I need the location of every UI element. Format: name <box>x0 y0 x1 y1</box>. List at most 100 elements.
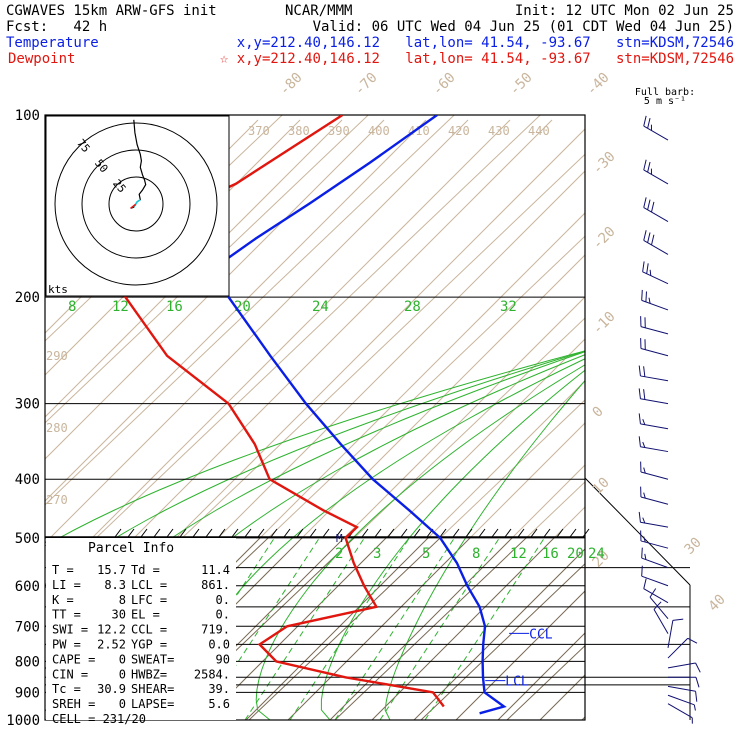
isotherm-label: 30 <box>682 535 705 558</box>
wind-barb-feather <box>653 601 662 610</box>
valid-time: Valid: 06 UTC Wed 04 Jun 25 (01 CDT Wed … <box>313 19 734 35</box>
freezing-hatch <box>387 528 395 538</box>
freezing-hatch <box>413 528 421 538</box>
parcel-row-value: 12.2 <box>97 623 126 637</box>
theta-label: 270 <box>46 493 68 507</box>
theta-label: 280 <box>46 421 68 435</box>
pressure-tick-label: 400 <box>15 472 40 488</box>
lcl-label: LCL <box>505 675 529 690</box>
mixing-ratio-label: 8 <box>472 546 480 562</box>
wind-barb-feather <box>649 269 652 276</box>
wind-barb-staff <box>643 207 669 222</box>
wind-barb-feather <box>649 588 657 598</box>
parcel-row-value: 39. <box>208 682 230 696</box>
freezing-hatch <box>400 528 408 538</box>
parcel-row-label: TT = <box>52 608 81 622</box>
plot-frame <box>44 114 586 721</box>
wind-barb <box>642 261 669 285</box>
freezing-hatch <box>374 528 382 538</box>
theta-label: 380 <box>288 124 310 138</box>
dry-adiabat <box>45 119 343 418</box>
barb-legend-units: 5 m s⁻¹ <box>644 96 686 107</box>
parcel-row-label: LCL = <box>131 578 167 592</box>
freezing-hatch <box>335 528 343 538</box>
dry-adiabat <box>582 120 740 720</box>
isotherm-line <box>679 115 740 720</box>
moist-adiabat <box>320 537 411 720</box>
isotherm-label: -40 <box>584 70 613 99</box>
wind-barb-feather <box>641 547 643 559</box>
parcel-info-background <box>46 538 236 720</box>
dry-adiabat <box>329 537 514 720</box>
pressure-tick-label: 500 <box>15 531 40 547</box>
parcel-row-label: T = <box>52 563 74 577</box>
isotherm-line <box>96 115 541 537</box>
mixing-ratio-label: 16 <box>166 299 183 315</box>
dry-adiabat <box>581 716 585 720</box>
dry-adiabat <box>708 120 740 720</box>
freezing-hatch <box>127 528 135 538</box>
wind-barb-feather <box>643 389 646 400</box>
parcel-row-label: Td = <box>131 563 160 577</box>
wind-barb <box>638 413 669 430</box>
wind-barb-staff <box>643 239 669 255</box>
parcel-row-value: 0 <box>119 667 126 681</box>
parcel-row-value: 0. <box>216 593 230 607</box>
freezing-hatch <box>270 528 278 538</box>
wind-barb <box>638 436 669 453</box>
dry-adiabat <box>666 120 740 720</box>
hodograph-units: kts <box>48 283 68 296</box>
wind-barb <box>667 662 701 673</box>
wind-barb-staff <box>667 662 696 669</box>
dry-adiabat <box>624 120 740 720</box>
pressure-tick-label: 200 <box>15 290 40 306</box>
parcel-row-label: SREH = <box>52 697 95 711</box>
freezing-hatch <box>517 528 525 538</box>
wind-barb-staff <box>640 398 669 405</box>
parcel-row-value: 0 <box>119 652 126 666</box>
moist-adiabat <box>292 358 585 537</box>
wind-barb <box>668 676 700 688</box>
parcel-row-value: 90 <box>216 652 230 666</box>
freezing-hatch <box>452 528 460 538</box>
isotherm-label: -20 <box>590 224 619 253</box>
isotherm-label: -10 <box>590 309 619 338</box>
wind-barb-feather <box>647 199 651 210</box>
wind-barb-feather <box>643 492 646 499</box>
freezing-hatch <box>543 528 551 538</box>
moist-adiabat <box>465 379 585 537</box>
freezing-hatch <box>192 528 200 538</box>
wind-barb <box>643 115 669 141</box>
isotherm-line <box>162 537 356 720</box>
wind-barb-feather <box>638 388 641 399</box>
parcel-info-table: Parcel Info T = 15.7 Td = 11.4 LI = 8.3 LCL = 86… <box>46 538 236 726</box>
isotherm-line <box>593 115 740 720</box>
isotherm-line <box>45 115 455 506</box>
freezing-hatch <box>322 528 330 538</box>
parcel-row-label: SWI = <box>52 623 88 637</box>
isotherm-line <box>420 563 585 720</box>
mixing-ratio-label: 20 <box>567 546 584 562</box>
wind-barb-feather <box>648 297 651 304</box>
mixing-ratio-label: 32 <box>500 299 517 315</box>
wind-barb-feather <box>672 618 684 621</box>
wind-barb-feather <box>644 553 647 560</box>
parcel-row-value: 861. <box>201 578 230 592</box>
mixing-ratio-label: 8 <box>68 299 76 315</box>
isotherm-line <box>334 537 528 720</box>
wind-barb-feather <box>643 115 647 127</box>
wind-barb-feather <box>647 232 651 243</box>
freezing-hatch <box>231 528 239 538</box>
theta-label: 290 <box>46 349 68 363</box>
wind-barb <box>640 461 669 480</box>
wind-barb <box>641 547 669 569</box>
dry-adiabat <box>302 254 585 537</box>
wind-barb <box>667 703 693 724</box>
dry-adiabat <box>554 506 585 537</box>
dry-adiabat <box>92 119 511 537</box>
wind-barb-feather <box>647 118 651 129</box>
wind-barb-staff <box>667 694 695 706</box>
dry-adiabat <box>50 119 469 537</box>
dry-adiabat <box>0 120 6 720</box>
freezing-hatch <box>582 528 590 538</box>
